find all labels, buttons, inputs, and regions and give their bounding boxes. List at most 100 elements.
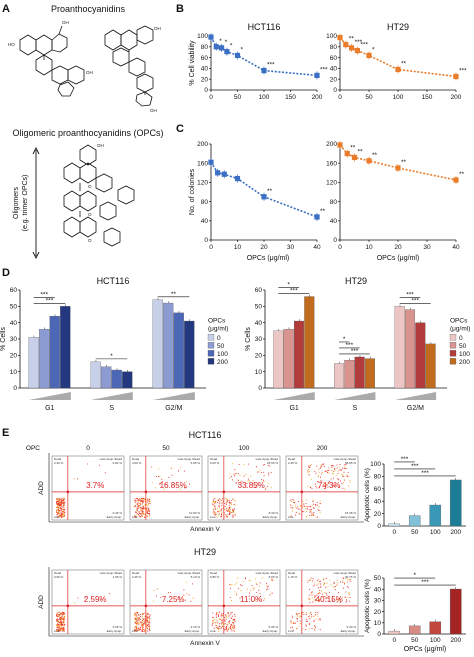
cell-event [215, 626, 217, 628]
cell-event [234, 583, 236, 585]
y-tick-label: 160 [197, 160, 208, 167]
cell-event [332, 477, 335, 479]
cell-event [59, 614, 61, 616]
cell-event [234, 591, 236, 593]
significance-label: *** [401, 456, 409, 463]
cell-event [216, 612, 218, 615]
cell-event [258, 589, 260, 591]
legend-label: 200 [217, 359, 228, 366]
cell-event [342, 475, 344, 477]
cell-event [292, 617, 294, 619]
cell-event [231, 584, 233, 586]
cell-event [229, 613, 232, 615]
cell-event [295, 614, 297, 616]
cell-event [348, 594, 350, 596]
cell-event [319, 589, 321, 591]
x-tick-label: 100 [430, 529, 441, 536]
cell-event [73, 478, 75, 480]
cell-event [305, 624, 307, 626]
legend-title: OPCs [208, 317, 226, 324]
cell-event [84, 597, 86, 599]
dose-wedge [152, 392, 195, 400]
cell-event [228, 507, 230, 509]
cell-event [142, 627, 144, 629]
cell-event [214, 506, 216, 508]
cell-event [146, 515, 148, 517]
cell-event [265, 584, 267, 586]
cell-event [324, 470, 326, 472]
cell-event [316, 501, 318, 504]
cell-event [312, 513, 314, 515]
bar [60, 306, 71, 389]
cell-event [248, 480, 250, 482]
cell-event [220, 516, 222, 518]
quadrant-live-label: Live [132, 515, 138, 519]
cell-event [221, 615, 223, 617]
cell-event [62, 516, 64, 518]
cell-event [170, 467, 172, 469]
cell-event [291, 510, 294, 512]
bar [344, 360, 355, 389]
cell-event [57, 613, 60, 616]
cell-event [212, 612, 214, 614]
cell-event [232, 622, 235, 624]
cell-event [310, 509, 312, 511]
cell-event [324, 592, 326, 594]
cell-event [228, 507, 230, 510]
cell-event [330, 465, 332, 467]
cell-event [328, 467, 330, 469]
cell-event [225, 616, 228, 618]
cell-event [229, 510, 231, 512]
cell-event [264, 463, 266, 465]
cell-event [325, 587, 327, 589]
cell-event [309, 514, 311, 517]
cell-event [234, 614, 236, 616]
cell-event [254, 600, 256, 602]
y-tick-label: 40 [201, 218, 209, 225]
cell-event [60, 623, 62, 626]
cell-event [306, 618, 308, 620]
cell-event [156, 588, 159, 590]
cell-event [146, 509, 148, 511]
chart-title: HT29 [387, 22, 409, 32]
quadrant-late-label: Late Apop./Dead [256, 457, 279, 461]
cell-event [135, 627, 137, 629]
cell-event [239, 474, 241, 476]
quadrant-live-label: Live [288, 629, 294, 633]
cell-event [180, 488, 182, 490]
cell-event [295, 511, 297, 513]
cell-event [221, 622, 223, 624]
cell-event [216, 499, 218, 501]
cell-event [138, 512, 140, 515]
cell-event [60, 505, 62, 507]
cell-event [142, 624, 144, 626]
cell-event [305, 516, 307, 518]
cell-event [55, 511, 58, 513]
quadrant-early-label: Early Apop. [263, 629, 279, 633]
cell-event [256, 583, 258, 586]
x-tick-label: 100 [393, 94, 404, 101]
cell-event [307, 469, 310, 471]
cell-event [324, 488, 326, 490]
cell-event [227, 510, 229, 512]
legend-swatch [207, 334, 215, 341]
quadrant-early-value: 15.35 % [345, 511, 356, 515]
cell-event [227, 629, 229, 631]
cell-event [290, 499, 292, 501]
cell-event [144, 618, 146, 620]
cell-event [259, 600, 261, 602]
bar [273, 330, 284, 389]
cell-event [57, 507, 60, 509]
cell-event [214, 497, 216, 499]
cell-event [299, 620, 301, 622]
cell-event [138, 622, 140, 625]
data-point [314, 214, 320, 220]
quadrant-late-label: Late Apop./Dead [256, 571, 279, 575]
cell-event [319, 586, 321, 588]
cell-event [142, 513, 144, 515]
cell-event [135, 506, 137, 508]
cell-event [291, 626, 293, 628]
cell-event [62, 618, 64, 620]
cell-event [146, 627, 148, 629]
